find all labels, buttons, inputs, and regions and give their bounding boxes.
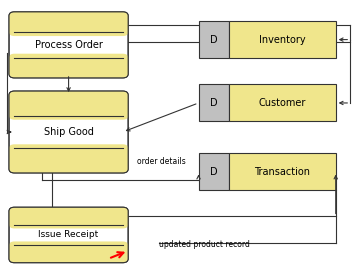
Text: Issue Receipt: Issue Receipt xyxy=(39,230,99,239)
Text: Inventory: Inventory xyxy=(259,35,305,45)
Text: D: D xyxy=(210,35,217,45)
Text: D: D xyxy=(210,167,217,177)
Bar xyxy=(229,84,336,121)
Bar xyxy=(229,21,336,58)
Bar xyxy=(199,21,229,58)
Text: order details: order details xyxy=(137,157,186,166)
FancyBboxPatch shape xyxy=(9,207,128,228)
FancyBboxPatch shape xyxy=(9,12,128,78)
Text: D: D xyxy=(210,98,217,108)
Text: updated product record: updated product record xyxy=(159,240,250,249)
Bar xyxy=(199,84,229,121)
Text: Transaction: Transaction xyxy=(254,167,310,177)
Bar xyxy=(229,153,336,190)
FancyBboxPatch shape xyxy=(9,144,128,173)
FancyBboxPatch shape xyxy=(9,91,128,120)
Bar xyxy=(199,153,229,190)
FancyBboxPatch shape xyxy=(9,12,128,36)
FancyBboxPatch shape xyxy=(9,54,128,78)
FancyBboxPatch shape xyxy=(9,91,128,173)
FancyBboxPatch shape xyxy=(9,242,128,263)
Text: Ship Good: Ship Good xyxy=(44,127,93,137)
FancyBboxPatch shape xyxy=(9,207,128,263)
Text: Process Order: Process Order xyxy=(35,40,103,50)
Text: Customer: Customer xyxy=(258,98,306,108)
